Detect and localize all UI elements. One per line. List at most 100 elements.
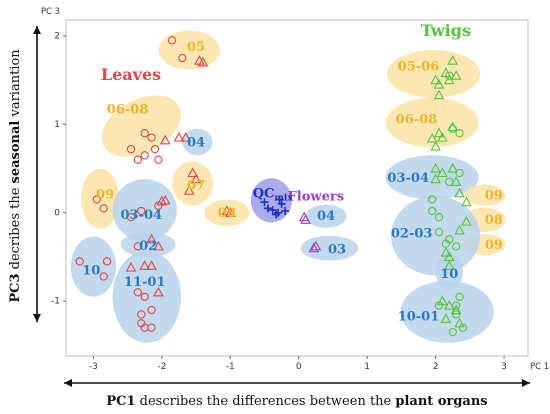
ellipse-13 xyxy=(387,50,481,98)
ellipse-0 xyxy=(158,30,220,70)
circle-marker xyxy=(434,228,444,237)
circle-marker xyxy=(137,206,146,216)
plus-marker xyxy=(272,210,281,219)
triangle-marker xyxy=(450,176,462,186)
circle-marker xyxy=(428,206,437,216)
ellipse-label: 05-06 xyxy=(398,59,440,74)
x-tick-label: 0 xyxy=(296,362,302,372)
circle-marker xyxy=(455,168,464,178)
circle-marker xyxy=(140,151,149,160)
ellipse-7 xyxy=(120,232,176,257)
data-markers xyxy=(75,36,472,337)
ellipse-2 xyxy=(182,128,213,156)
group-label: Twigs xyxy=(421,21,471,40)
ellipse-label: 03 xyxy=(328,242,346,257)
y-tick-label: 0 xyxy=(54,208,60,218)
ellipse-label: 02 xyxy=(139,239,157,254)
triangle-marker xyxy=(433,79,445,89)
ellipse-label: 11-01 xyxy=(124,275,166,290)
ellipse-label: 09 xyxy=(485,238,503,253)
ellipse-label: 04 xyxy=(187,135,205,150)
circle-marker xyxy=(140,292,149,301)
ellipse-21 xyxy=(400,280,494,343)
ellipse-label: 09 xyxy=(485,188,503,203)
triangle-marker xyxy=(300,214,311,224)
ellipse-label: 10 xyxy=(82,264,100,279)
plus-marker xyxy=(268,206,277,215)
ellipse-label: 02-03 xyxy=(391,226,433,241)
ellipse-20 xyxy=(435,254,463,290)
circle-marker xyxy=(126,213,136,222)
circle-marker xyxy=(99,272,108,281)
ellipse-11 xyxy=(305,204,347,228)
group-label: Leaves xyxy=(101,65,161,84)
ellipse-label: 09 xyxy=(96,188,114,203)
triangle-marker xyxy=(310,240,322,251)
captions: PC1 describes the differences between th… xyxy=(8,26,530,409)
circle-marker xyxy=(137,310,146,319)
circle-marker xyxy=(167,36,177,45)
axes: -3 -2 -1 0 1 2 3 -1 0 1 2 PC 1 PC 3 xyxy=(41,7,549,372)
circle-marker xyxy=(434,301,444,310)
circle-marker xyxy=(150,144,160,154)
circle-marker xyxy=(451,301,461,310)
triangle-marker xyxy=(433,89,445,100)
ellipse-19 xyxy=(391,195,481,276)
y-axis-name: PC 3 xyxy=(41,7,60,17)
plus-marker xyxy=(263,204,272,213)
triangle-marker xyxy=(450,70,462,80)
triangle-marker xyxy=(437,132,448,142)
triangle-marker xyxy=(430,74,441,85)
ellipse-label: 08 xyxy=(485,213,503,228)
circle-marker xyxy=(428,195,437,204)
ellipse-label: 03-04 xyxy=(120,208,162,223)
circle-marker xyxy=(75,257,84,266)
ellipse-label: 10 xyxy=(440,267,458,282)
ellipse-label: 05 xyxy=(187,40,205,55)
x-tick-label: -2 xyxy=(157,362,166,372)
circle-marker xyxy=(445,235,454,244)
y-tick-label: 2 xyxy=(54,31,60,41)
x-caption: PC1 describes the differences between th… xyxy=(106,394,487,409)
circle-marker xyxy=(102,257,112,266)
triangle-marker xyxy=(190,173,202,184)
circle-marker xyxy=(154,155,163,164)
triangle-marker xyxy=(440,247,452,257)
ellipse-9 xyxy=(112,250,181,343)
ellipse-14 xyxy=(385,97,479,148)
triangle-marker xyxy=(461,196,472,207)
ellipse-8 xyxy=(70,236,116,297)
triangle-marker xyxy=(153,240,164,251)
triangle-marker xyxy=(443,300,455,310)
circle-marker xyxy=(445,71,454,80)
triangle-marker xyxy=(153,286,164,297)
triangle-marker xyxy=(454,187,465,198)
arrow-head xyxy=(522,379,530,387)
circle-marker xyxy=(451,310,461,319)
triangle-marker xyxy=(437,167,448,178)
ellipse-label: 03-04 xyxy=(387,171,429,186)
ellipse-12 xyxy=(300,235,359,261)
ellipse-label: 08 xyxy=(218,206,236,221)
triangle-marker xyxy=(447,121,459,132)
x-tick-label: -3 xyxy=(89,362,98,372)
group-labels: 05 06-08 04 07 09 08 03-04 02 10 11-01 04 03 05-06 06… xyxy=(82,21,503,325)
y-tick-label: -1 xyxy=(51,297,60,307)
triangle-marker xyxy=(156,195,168,206)
plot-frame xyxy=(65,19,529,357)
triangle-marker xyxy=(197,56,209,67)
x-tick-label: 2 xyxy=(433,362,439,372)
ellipse-label: 06-08 xyxy=(107,103,149,118)
triangle-marker xyxy=(426,132,438,143)
triangle-marker xyxy=(443,260,455,270)
triangle-marker xyxy=(180,132,192,142)
triangle-marker xyxy=(308,242,320,253)
plus-marker xyxy=(281,206,290,215)
ellipse-16 xyxy=(464,184,506,206)
circle-marker xyxy=(133,288,143,297)
triangle-marker xyxy=(461,216,472,226)
x-tick-label: -1 xyxy=(226,362,235,372)
circle-marker xyxy=(448,327,457,337)
triangle-marker xyxy=(440,313,452,323)
ellipse-label: 06-08 xyxy=(396,112,438,127)
